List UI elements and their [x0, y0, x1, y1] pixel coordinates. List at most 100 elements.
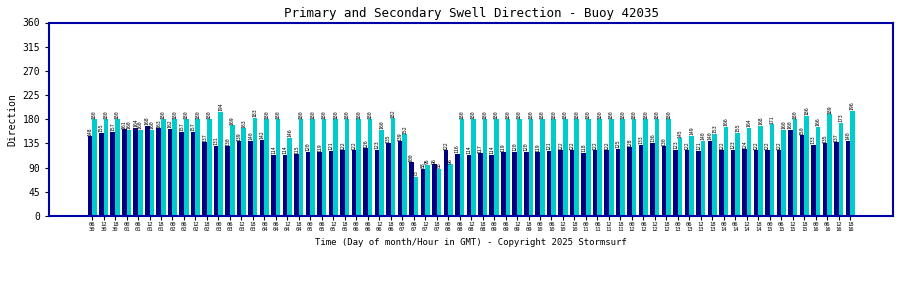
Bar [616, 149, 620, 216]
Bar [448, 164, 453, 216]
Bar [770, 124, 774, 216]
Bar [811, 145, 815, 216]
Bar [145, 126, 149, 216]
Bar [558, 150, 563, 216]
Text: 121: 121 [696, 142, 701, 150]
Text: 180: 180 [644, 110, 648, 119]
Text: 119: 119 [317, 143, 322, 152]
Text: 180: 180 [494, 110, 499, 119]
Bar [823, 143, 827, 216]
Text: 180: 180 [574, 110, 580, 119]
Bar [345, 119, 349, 216]
Text: 136: 136 [650, 134, 655, 142]
Bar [540, 119, 544, 216]
Bar [574, 119, 579, 216]
Text: 160: 160 [149, 121, 154, 130]
Bar [328, 151, 333, 216]
Text: 180: 180 [104, 110, 108, 119]
Text: 131: 131 [213, 136, 219, 145]
Bar [719, 150, 724, 216]
Bar [598, 119, 602, 216]
Text: 180: 180 [586, 110, 590, 119]
Text: 130: 130 [225, 137, 230, 146]
Bar [639, 145, 644, 216]
Text: 122: 122 [765, 141, 770, 150]
Bar [276, 119, 281, 216]
Bar [788, 130, 793, 216]
Bar [179, 132, 184, 216]
Bar [781, 130, 786, 216]
Bar [735, 133, 740, 216]
Bar [368, 119, 373, 216]
Text: 180: 180 [207, 110, 211, 119]
Text: 114: 114 [283, 146, 288, 154]
Text: 157: 157 [111, 122, 115, 131]
Bar [122, 130, 127, 216]
Text: 88: 88 [420, 162, 426, 168]
Bar [161, 119, 166, 216]
Text: 123: 123 [673, 141, 678, 149]
Text: 96: 96 [432, 158, 436, 164]
Bar [586, 119, 590, 216]
Bar [547, 151, 552, 216]
Text: 122: 122 [558, 141, 563, 150]
Text: 180: 180 [459, 110, 464, 119]
Bar [219, 112, 223, 216]
Text: 180: 180 [620, 110, 625, 119]
Bar [536, 152, 540, 216]
Text: 130: 130 [662, 137, 667, 146]
Bar [793, 119, 797, 216]
Bar [184, 119, 189, 216]
Text: 140: 140 [707, 132, 713, 140]
Text: 123: 123 [374, 141, 380, 149]
Bar [104, 119, 108, 216]
Bar [701, 141, 706, 216]
Bar [494, 119, 499, 216]
Text: 180: 180 [321, 110, 327, 119]
Text: 117: 117 [478, 144, 482, 153]
Text: 153: 153 [712, 124, 717, 133]
Bar [712, 134, 717, 216]
Bar [632, 119, 636, 216]
Bar [678, 138, 682, 216]
Bar [402, 134, 407, 216]
Bar [845, 141, 850, 216]
Text: 180: 180 [172, 110, 177, 119]
Text: 182: 182 [391, 109, 395, 118]
Bar [765, 150, 770, 216]
Bar [115, 119, 120, 216]
Text: 121: 121 [546, 142, 552, 150]
Text: 135: 135 [386, 134, 391, 143]
Bar [317, 152, 322, 216]
Bar [815, 127, 820, 216]
Bar [651, 143, 655, 216]
Bar [805, 116, 809, 216]
Text: 120: 120 [512, 142, 517, 151]
Text: 180: 180 [482, 110, 488, 119]
Bar [524, 152, 528, 216]
Text: 149: 149 [689, 127, 694, 135]
Bar [666, 119, 670, 216]
Bar [620, 119, 625, 216]
Text: 100: 100 [409, 153, 414, 162]
Text: 116: 116 [454, 145, 460, 153]
Text: 168: 168 [145, 116, 149, 125]
Bar [207, 119, 211, 216]
Text: 160: 160 [788, 121, 793, 130]
Bar [340, 150, 345, 216]
Text: 164: 164 [746, 119, 751, 127]
Text: 146: 146 [287, 128, 292, 137]
Text: 137: 137 [202, 133, 207, 142]
Text: 180: 180 [345, 110, 349, 119]
Bar [356, 119, 361, 216]
Text: 160: 160 [138, 121, 143, 130]
Bar [753, 150, 758, 216]
Text: 140: 140 [248, 132, 253, 140]
Bar [363, 148, 368, 216]
Text: 180: 180 [333, 110, 338, 119]
Text: 161: 161 [122, 120, 127, 129]
Text: 180: 180 [184, 110, 189, 119]
Bar [455, 154, 460, 216]
Text: 150: 150 [799, 126, 805, 135]
Bar [436, 169, 441, 216]
